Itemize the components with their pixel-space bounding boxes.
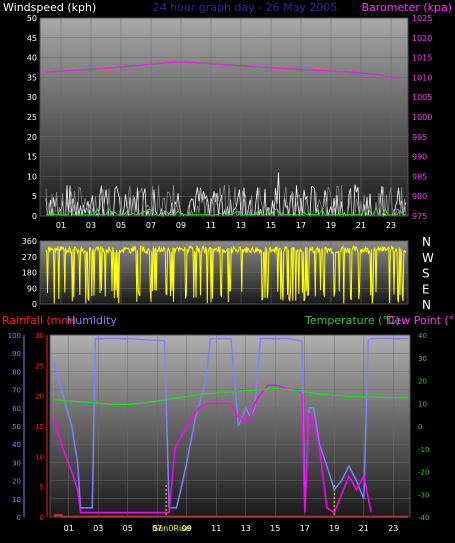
compass-label: S: [422, 267, 430, 281]
bot-x-tick: 19: [329, 524, 339, 533]
barometer-line: [45, 61, 399, 79]
top-x-tick: 23: [386, 221, 396, 230]
temperature-tick: 30: [418, 355, 427, 363]
bot-x-tick: 13: [241, 524, 251, 533]
top-yright-tick: 1010: [412, 73, 432, 82]
humidity-tick: 90: [12, 350, 21, 358]
wind-average-trace: [46, 206, 406, 217]
bot-x-tick: 07: [152, 524, 162, 533]
top-x-tick: 01: [56, 221, 66, 230]
top-yleft-tick: 15: [27, 153, 37, 162]
temperature-tick: 40: [418, 332, 427, 340]
temperature-tick: 20: [418, 378, 427, 386]
top-yleft-tick: 20: [27, 133, 37, 142]
bot-x-tick: 11: [211, 524, 221, 533]
humidity-line: [53, 337, 408, 509]
bot-x-tick: 21: [359, 524, 369, 533]
top-x-tick: 07: [146, 221, 156, 230]
top-yright-tick: 1000: [412, 113, 432, 122]
mid-yleft-tick: 0: [32, 300, 37, 309]
wind-direction-trace: [45, 244, 407, 305]
top-x-tick: 11: [206, 221, 216, 230]
top-yright-tick: 1015: [412, 54, 432, 63]
dewpoint-label: Dew Point (°C): [386, 314, 455, 327]
rainfall-tick: 30: [35, 332, 44, 340]
compass-label: N: [422, 235, 431, 249]
rainfall-tick: 15: [35, 423, 44, 431]
rainfall-label: Rainfall (mm): [2, 314, 76, 327]
humidity-tick: 10: [12, 496, 21, 504]
top-x-tick: 21: [356, 221, 366, 230]
top-yleft-tick: 30: [27, 93, 37, 102]
humidity-tick: 50: [12, 423, 21, 431]
mid-yleft-tick: 360: [22, 237, 37, 246]
top-yright-tick: 990: [412, 153, 427, 162]
mid-yleft-tick: 180: [22, 269, 37, 278]
humidity-tick: 60: [12, 405, 21, 413]
mid-yleft-tick: 90: [27, 284, 37, 293]
compass-label: W: [422, 251, 434, 265]
rainfall-tick: 20: [35, 393, 44, 401]
temperature-tick: -40: [418, 514, 429, 522]
rainfall-tick: 5: [40, 484, 44, 492]
compass-label: N: [422, 298, 431, 312]
top-yright-tick: 980: [412, 192, 427, 201]
barometer-label: Barometer (kpa): [361, 1, 452, 14]
bot-x-tick: 09: [182, 524, 192, 533]
bot-x-tick: 01: [64, 524, 74, 533]
bot-x-tick: 23: [388, 524, 398, 533]
bot-x-tick: 05: [123, 524, 133, 533]
humidity-tick: 40: [12, 441, 21, 449]
humidity-label: Humidity: [67, 314, 117, 327]
top-yleft-tick: 35: [27, 73, 37, 82]
top-yleft-tick: 25: [27, 113, 37, 122]
humidity-tick: 100: [8, 332, 21, 340]
rainfall-tick: 10: [35, 453, 44, 461]
top-x-tick: 05: [116, 221, 126, 230]
temperature-tick: 10: [418, 400, 427, 408]
humidity-tick: 70: [12, 387, 21, 395]
top-x-tick: 03: [86, 221, 96, 230]
top-yleft-tick: 45: [27, 34, 37, 43]
humidity-tick: 0: [17, 514, 21, 522]
top-x-tick: 15: [266, 221, 276, 230]
windspeed-label: Windspeed (kph): [3, 1, 96, 14]
humidity-tick: 20: [12, 478, 21, 486]
top-x-tick: 13: [236, 221, 246, 230]
top-yleft-tick: 50: [27, 14, 37, 23]
top-yleft-tick: 5: [32, 192, 37, 201]
top-yright-tick: 1020: [412, 34, 432, 43]
chart-title: 24 hour graph day - 26 May 2005: [153, 1, 338, 14]
top-yright-tick: 1025: [412, 14, 432, 23]
mid-yleft-tick: 270: [22, 253, 37, 262]
compass-label: E: [422, 282, 430, 296]
temperature-tick: -30: [418, 491, 429, 499]
top-yleft-tick: 0: [32, 212, 37, 221]
top-yright-tick: 975: [412, 212, 427, 221]
top-x-tick: 19: [326, 221, 336, 230]
temperature-line: [53, 387, 408, 406]
temperature-label: Temperature (°C): [304, 314, 400, 327]
rainfall-tick: 25: [35, 362, 44, 370]
temperature-tick: 0: [418, 423, 422, 431]
humidity-tick: 80: [12, 368, 21, 376]
temperature-tick: -10: [418, 446, 429, 454]
sunrise-label: Sun0Rise: [153, 524, 190, 533]
top-yright-tick: 985: [412, 172, 427, 181]
top-x-tick: 09: [176, 221, 186, 230]
temperature-tick: -20: [418, 469, 429, 477]
bot-x-tick: 17: [300, 524, 310, 533]
bot-x-tick: 15: [270, 524, 280, 533]
humidity-tick: 30: [12, 459, 21, 467]
top-yright-tick: 1005: [412, 93, 432, 102]
top-x-tick: 17: [296, 221, 306, 230]
dew_point-line: [53, 384, 372, 514]
top-yright-tick: 995: [412, 133, 427, 142]
top-yleft-tick: 40: [27, 54, 37, 63]
top-yleft-tick: 10: [27, 172, 37, 181]
bot-x-tick: 03: [93, 524, 103, 533]
rainfall-tick: 0: [40, 514, 44, 522]
